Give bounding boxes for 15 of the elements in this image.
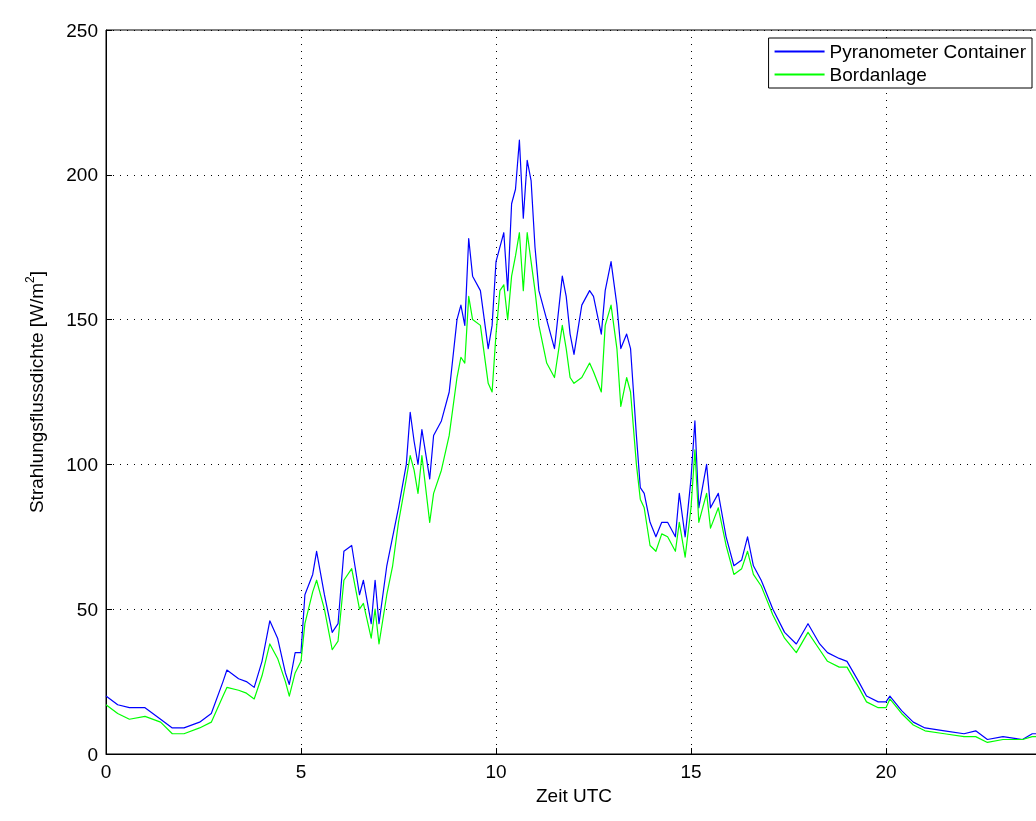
x-tick-label: 0 — [100, 761, 112, 782]
y-tick-label: 150 — [66, 309, 98, 331]
x-tick-label: 15 — [680, 761, 702, 782]
legend-label: Bordanlage — [829, 64, 927, 85]
x-tick-label: 20 — [875, 761, 897, 782]
y-tick-label: 0 — [87, 743, 98, 765]
y-axis-title: Strahlungsflussdichte [W/m2] — [23, 270, 47, 514]
y-tick-label: 100 — [66, 453, 98, 475]
x-tick-label: 5 — [295, 761, 307, 782]
y-tick-label: 250 — [66, 19, 98, 41]
x-axis-title: Zeit UTC — [536, 784, 612, 806]
y-tick-label: 200 — [66, 164, 98, 186]
x-tick-label: 10 — [485, 761, 507, 782]
y-tick-label: 50 — [76, 598, 98, 620]
legend-label: Pyranometer Container — [829, 41, 1027, 62]
